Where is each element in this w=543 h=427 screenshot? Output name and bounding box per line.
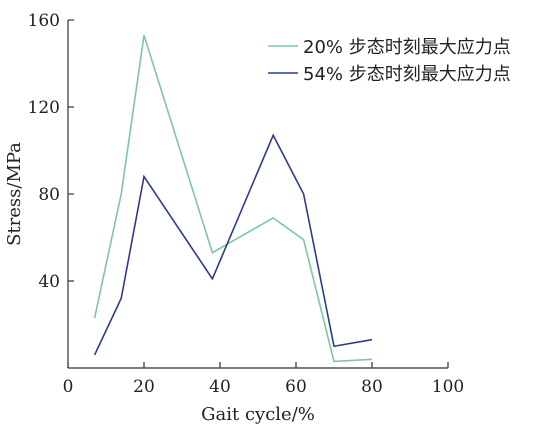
x-tick-label: 100 <box>432 377 464 397</box>
x-tick-label: 20 <box>133 377 155 397</box>
x-tick-label: 40 <box>209 377 231 397</box>
series-lines <box>93 34 373 363</box>
x-axis-title: Gait cycle/% <box>201 404 315 425</box>
legend-label-series-1: 20% 步态时刻最大应力点 <box>303 37 511 58</box>
legend-label-series-2: 54% 步态时刻最大应力点 <box>303 64 511 85</box>
x-tick-label: 0 <box>63 377 74 397</box>
y-axis-title: Stress/MPa <box>4 142 25 246</box>
y-tick-label: 40 <box>38 272 60 292</box>
tick-labels: 0 20 40 60 80 100 40 80 120 160 <box>28 11 465 397</box>
y-tick-label: 80 <box>38 185 60 205</box>
x-tick-label: 80 <box>361 377 383 397</box>
series-line-1 <box>93 34 373 363</box>
y-tick-label: 120 <box>28 98 60 118</box>
series-line-2 <box>93 133 373 356</box>
tick-marks <box>67 19 449 368</box>
y-tick-label: 160 <box>28 11 60 31</box>
legend: 20% 步态时刻最大应力点 54% 步态时刻最大应力点 <box>268 37 511 85</box>
x-tick-label: 60 <box>285 377 307 397</box>
